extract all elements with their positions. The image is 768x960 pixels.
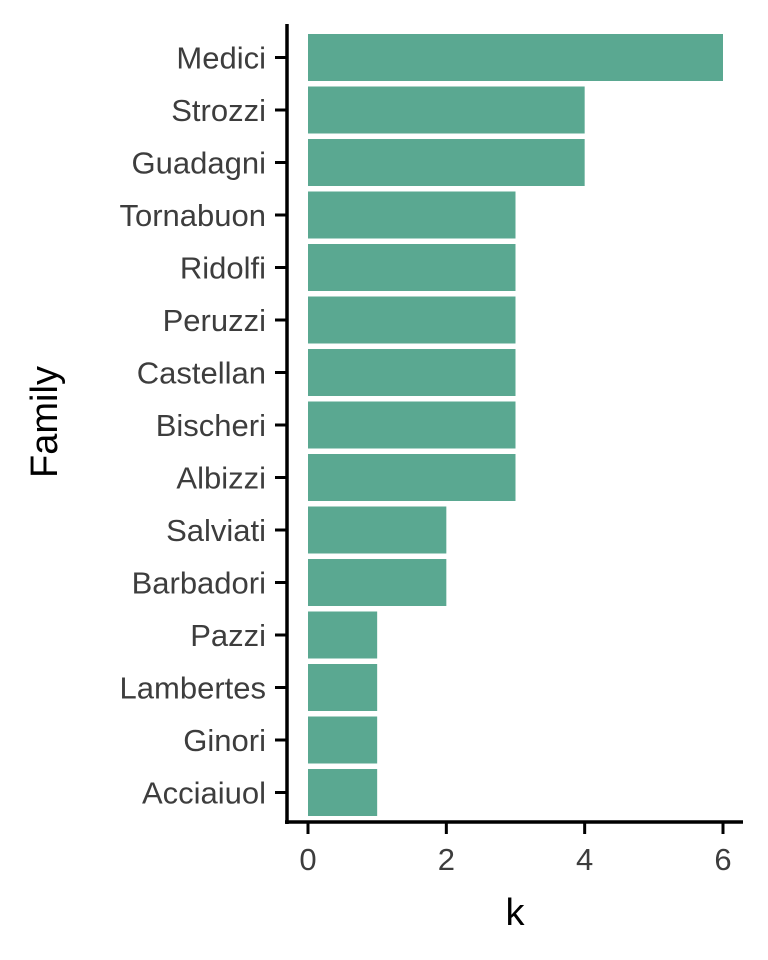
bar-ridolfi (308, 244, 516, 291)
y-tick-label-strozzi: Strozzi (171, 93, 266, 128)
x-axis: 0 2 4 6 (285, 820, 743, 877)
bars-layer (308, 34, 723, 816)
bar-strozzi (308, 86, 585, 134)
y-tick-label-medici: Medici (176, 41, 266, 76)
y-tick-label-peruzzi: Peruzzi (163, 303, 266, 338)
y-tick-label-castellan: Castellan (137, 356, 266, 391)
y-axis: Medici Strozzi Guadagni Tornabuon Ridolfi Per… (119, 24, 289, 824)
bar-ginori (308, 716, 378, 764)
y-tick-label-pazzi: Pazzi (190, 618, 266, 653)
bar-peruzzi (308, 296, 516, 344)
y-tick-label-ridolfi: Ridolfi (180, 251, 266, 286)
x-axis-title: k (506, 892, 526, 934)
bar-bischeri (308, 401, 516, 449)
y-tick-label-tornabuon: Tornabuon (119, 198, 266, 233)
bar-guadagni (308, 139, 585, 186)
bar-salviati (308, 506, 447, 554)
bar-acciaiuol (308, 769, 378, 816)
y-tick-label-barbadori: Barbadori (132, 566, 266, 601)
y-tick-label-bischeri: Bischeri (156, 408, 266, 443)
y-tick-label-salviati: Salviati (166, 513, 266, 548)
y-tick-label-ginori: Ginori (183, 723, 266, 758)
bar-tornabuon (308, 191, 516, 239)
bar-barbadori (308, 559, 447, 606)
x-tick-label-6: 6 (714, 842, 731, 877)
bar-castellan (308, 349, 516, 396)
x-tick-label-4: 4 (576, 842, 593, 877)
y-tick-label-lambertes: Lambertes (120, 671, 266, 706)
x-tick-label-2: 2 (438, 842, 455, 877)
bar-medici (308, 34, 723, 81)
bar-pazzi (308, 611, 378, 659)
y-tick-label-guadagni: Guadagni (132, 146, 266, 181)
y-axis-title: Family (24, 366, 66, 478)
y-tick-label-albizzi: Albizzi (176, 461, 266, 496)
y-tick-label-acciaiuol: Acciaiuol (142, 776, 266, 811)
bar-albizzi (308, 454, 516, 501)
bar-lambertes (308, 664, 378, 711)
x-tick-label-0: 0 (299, 842, 316, 877)
